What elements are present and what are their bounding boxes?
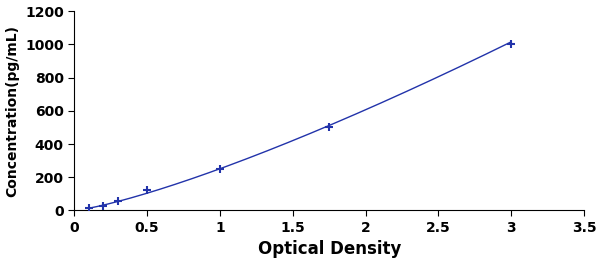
X-axis label: Optical Density: Optical Density	[258, 241, 401, 258]
Y-axis label: Concentration(pg/mL): Concentration(pg/mL)	[5, 25, 19, 197]
